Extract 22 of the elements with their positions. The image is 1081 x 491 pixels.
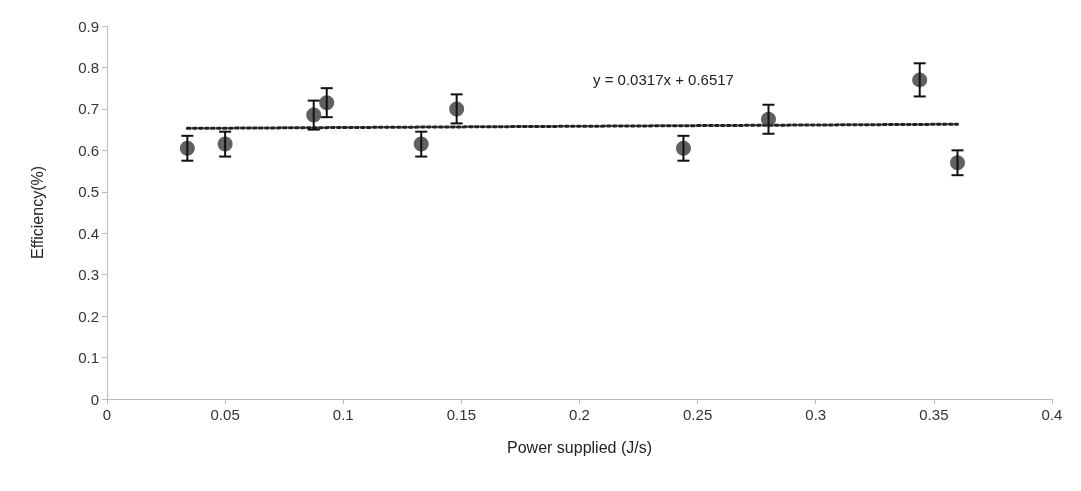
x-tick-label: 0.1 — [332, 406, 354, 423]
x-tick-label: 0.2 — [569, 406, 590, 423]
x-tick-label: 0.15 — [446, 406, 476, 423]
y-axis-title: Efficiency(%) — [28, 165, 46, 260]
y-tick-label: 0.5 — [78, 183, 99, 201]
x-tick-label: 0.4 — [1041, 406, 1063, 423]
y-tick-label: 0.2 — [78, 307, 99, 325]
y-tick-label: 0.9 — [78, 17, 99, 35]
x-axis-title: Power supplied (J/s) — [507, 438, 652, 456]
x-tick-label: 0.3 — [805, 406, 827, 423]
x-tick-label: 0 — [102, 406, 112, 423]
annotation: y = 0.0317x + 0.6517 — [593, 71, 734, 88]
y-tick-label: 0.7 — [78, 100, 99, 118]
y-tick-label: 0.3 — [78, 266, 99, 284]
x-tick-label: 0.35 — [919, 406, 949, 423]
x-tick-label: 0.25 — [683, 406, 713, 423]
y-tick-label: 0.8 — [78, 58, 99, 76]
y-tick-label: 0 — [90, 390, 99, 408]
y-tick-label: 0.4 — [78, 224, 99, 242]
y-tick-label: 0.6 — [78, 141, 99, 159]
x-tick-label: 0.05 — [210, 406, 240, 423]
y-tick-label: 0.1 — [78, 349, 99, 367]
